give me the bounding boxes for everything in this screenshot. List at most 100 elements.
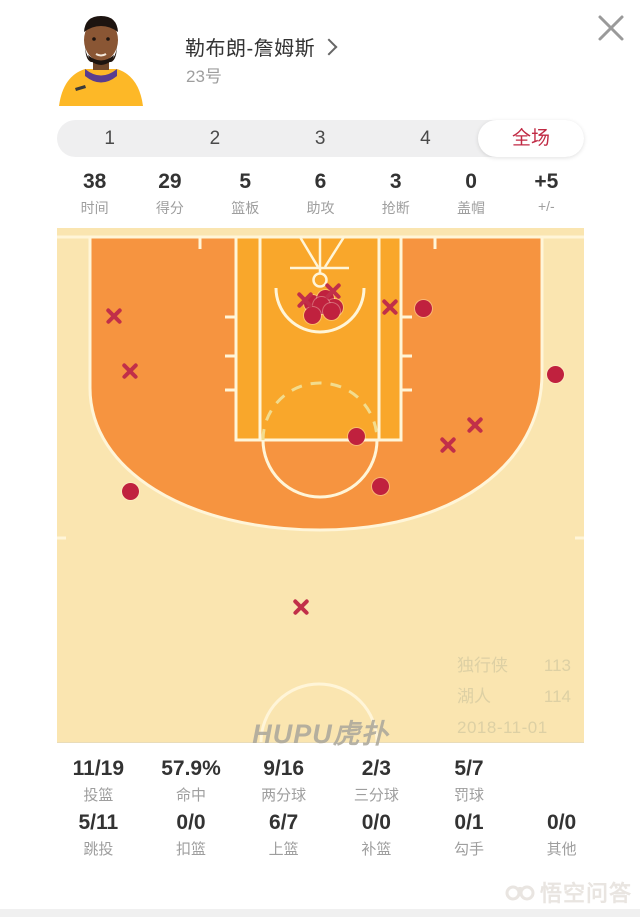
stat-label: 跳投 [83, 841, 114, 858]
stat-rebounds: 5 篮板 [208, 170, 283, 218]
tab-q1[interactable]: 1 [104, 128, 115, 149]
stat-empty [515, 756, 608, 805]
stat-label: 勾手 [453, 841, 484, 858]
shot-make-marker [322, 302, 340, 320]
stat-value: 0/0 [361, 811, 391, 834]
stat-label: 助攻 [306, 200, 335, 216]
wukong-glasses-icon [505, 885, 535, 901]
tab-q4[interactable]: 4 [420, 128, 431, 149]
player-name: 勒布朗-詹姆斯 [185, 38, 316, 60]
stat-value: 5/7 [454, 757, 484, 780]
shot-make-marker [121, 482, 139, 500]
stat-value: 38 [82, 170, 107, 193]
stat-value: 5/11 [78, 811, 119, 834]
tab-full-game[interactable]: 全场 [478, 120, 584, 157]
stat-label: 得分 [155, 200, 184, 216]
shot-miss-marker [381, 298, 400, 317]
stat-value: 0/0 [547, 811, 577, 834]
stat-fg-pct: 57.9% 命中 [145, 756, 238, 805]
stat-value: 57.9% [161, 757, 221, 780]
stat-ft: 5/7 罚球 [423, 756, 516, 805]
stat-label: 时间 [80, 200, 109, 216]
player-name-link[interactable]: 勒布朗-詹姆斯 [185, 32, 338, 61]
stat-points: 29 得分 [132, 170, 207, 218]
stat-3pt: 2/3 三分球 [330, 756, 423, 805]
away-team-score: 113 [543, 656, 571, 675]
stat-value: 5 [239, 170, 252, 193]
stat-value: 9/16 [263, 757, 305, 780]
shot-make-marker [414, 299, 432, 317]
stat-label: 其他 [546, 841, 577, 858]
stat-assists: 6 助攻 [283, 170, 358, 218]
stat-label: 命中 [175, 787, 206, 804]
wukong-watermark-text: 悟空问答 [539, 881, 632, 906]
stat-blocks: 0 盖帽 [433, 170, 508, 218]
shot-make-marker [347, 427, 365, 445]
stat-label: +/- [537, 198, 555, 214]
stat-value: +5 [534, 170, 559, 193]
home-score-row: 湖人 114 [457, 687, 571, 707]
close-button[interactable] [594, 11, 628, 45]
shot-miss-marker [439, 436, 458, 455]
shot-miss-marker [296, 291, 315, 310]
shot-miss-marker [466, 416, 485, 435]
bottom-edge-strip [0, 909, 640, 917]
hupu-watermark: HUPU虎扑 [252, 719, 389, 749]
stat-minutes: 38 时间 [57, 170, 132, 218]
shot-miss-marker [121, 362, 140, 381]
stat-other: 0/0 其他 [515, 810, 608, 859]
shot-make-marker [303, 306, 321, 324]
stat-label: 篮板 [231, 200, 260, 216]
stat-label: 抢断 [381, 200, 410, 216]
away-team-name: 独行侠 [457, 656, 508, 675]
stat-value: 0 [465, 170, 477, 193]
stat-value: 6 [314, 170, 327, 193]
stat-value: 0/1 [454, 811, 484, 834]
stat-fg: 11/19 投篮 [52, 756, 145, 805]
stat-value: 0/0 [176, 811, 206, 834]
wukong-watermark: 悟空问答 [505, 876, 632, 908]
home-team-name: 湖人 [457, 687, 491, 706]
tab-q2[interactable]: 2 [209, 128, 221, 149]
chevron-right-icon [320, 38, 338, 56]
shooting-stats-row-2: 5/11 跳投 0/0 扣篮 6/7 上篮 0/0 补篮 0/1 勾手 0/0 … [52, 810, 608, 859]
shot-make-marker [371, 477, 389, 495]
player-avatar[interactable] [55, 10, 147, 106]
stat-layup: 6/7 上篮 [237, 810, 330, 859]
home-team-score: 114 [543, 687, 571, 706]
stat-value: 2/3 [361, 757, 391, 780]
stat-putback: 0/0 补篮 [330, 810, 423, 859]
shot-miss-marker [292, 598, 311, 617]
shot-make-marker [546, 365, 564, 383]
close-icon [598, 15, 624, 41]
shooting-stats-row-1: 11/19 投篮 57.9% 命中 9/16 两分球 2/3 三分球 5/7 罚… [52, 756, 608, 805]
jersey-number: 23号 [186, 67, 222, 86]
stat-hook: 0/1 勾手 [423, 810, 516, 859]
stat-jumpshot: 5/11 跳投 [52, 810, 145, 859]
stat-label: 补篮 [361, 841, 392, 858]
stat-label: 扣篮 [175, 841, 206, 858]
away-score-row: 独行侠 113 [457, 656, 571, 676]
stat-dunk: 0/0 扣篮 [145, 810, 238, 859]
stat-label: 盖帽 [457, 200, 486, 216]
player-avatar-image [55, 10, 147, 106]
stat-label: 上篮 [268, 841, 299, 858]
stat-plusminus: +5 +/- [509, 170, 584, 218]
stat-label: 三分球 [353, 787, 399, 804]
tab-q3[interactable]: 3 [314, 128, 326, 149]
stat-label: 投篮 [83, 787, 114, 804]
quarter-tabbar: 1 2 3 4 全场 [57, 120, 584, 157]
stat-value: 29 [158, 170, 182, 193]
stat-2pt: 9/16 两分球 [237, 756, 330, 805]
stat-value: 11/19 [72, 757, 125, 780]
stat-steals: 3 抢断 [358, 170, 433, 218]
shot-chart-court: HUPU虎扑 独行侠 113 湖人 114 2018-11-01 [57, 228, 584, 749]
stat-value: 3 [389, 170, 402, 193]
stat-value: 6/7 [269, 811, 299, 834]
shot-miss-marker [105, 307, 124, 326]
game-scoreboard: 独行侠 113 湖人 114 2018-11-01 [457, 656, 571, 738]
box-score-row: 38 时间 29 得分 5 篮板 6 助攻 3 抢断 0 盖帽 +5 +/- [57, 170, 584, 218]
shot-miss-marker [324, 282, 343, 301]
game-date: 2018-11-01 [457, 718, 548, 737]
shot-chart-layer [57, 228, 584, 742]
